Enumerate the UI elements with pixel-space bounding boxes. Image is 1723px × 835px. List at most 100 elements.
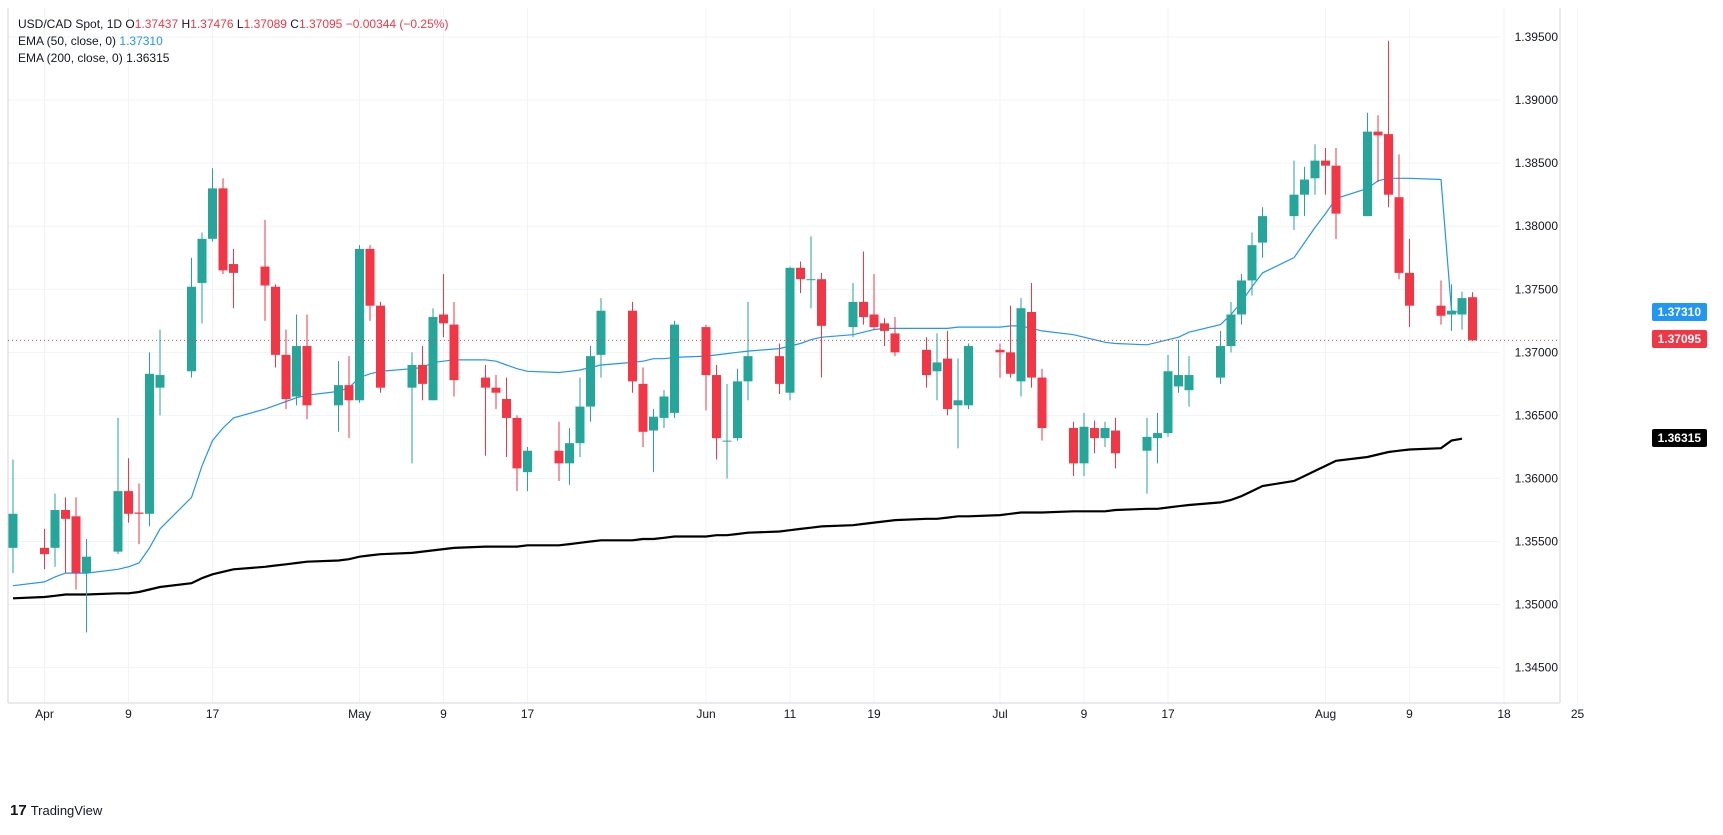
candle	[1142, 417, 1152, 494]
candle	[869, 274, 879, 330]
candle-body	[1405, 272, 1414, 306]
candle	[880, 318, 889, 347]
candle-body	[554, 450, 564, 464]
candle-body	[512, 417, 522, 469]
candle	[1331, 148, 1341, 239]
candle	[61, 497, 70, 574]
tradingview-logo-icon: 17	[10, 802, 27, 819]
candle-body	[638, 383, 648, 432]
candle	[922, 337, 931, 388]
candle-body	[439, 314, 448, 324]
candle	[1174, 339, 1183, 393]
price-axis[interactable]: 1.34500 1.35000 1.35500 1.36000 1.36500 1.370…	[1515, 30, 1559, 675]
candle	[1247, 232, 1257, 296]
legend-ema200-row[interactable]: EMA (200, close, 0) 1.36315	[18, 50, 448, 67]
x-tick-label: 25	[1571, 707, 1585, 721]
candle-body	[1216, 346, 1225, 378]
candle	[722, 383, 732, 479]
candle-body	[712, 375, 721, 439]
candle	[1289, 160, 1299, 230]
candle	[418, 346, 427, 401]
candle	[376, 301, 385, 393]
candle	[670, 320, 679, 418]
candle-body	[1142, 436, 1152, 451]
candle-body	[785, 267, 795, 393]
x-tick-label: 9	[1081, 707, 1088, 721]
candle-body	[271, 286, 280, 355]
x-tick-label: May	[348, 707, 371, 721]
candle	[1006, 305, 1015, 378]
candle-body	[565, 443, 574, 464]
candle-body	[1384, 134, 1393, 195]
candle	[1363, 112, 1372, 217]
candle-body	[187, 286, 196, 372]
candle-body	[1027, 311, 1036, 378]
candle	[701, 324, 711, 411]
candle-body	[344, 385, 354, 401]
y-tick-label: 1.38500	[1515, 156, 1559, 170]
candle	[113, 417, 123, 555]
candle	[1321, 148, 1330, 195]
candles-layer	[8, 40, 1477, 633]
candle-body	[1069, 428, 1078, 464]
candle	[281, 329, 291, 410]
candle	[344, 356, 354, 439]
candle-body	[229, 264, 238, 273]
candle-body	[1447, 310, 1456, 315]
candle	[124, 458, 133, 523]
x-tick-label: Jun	[696, 707, 715, 721]
low-value: 1.37089	[243, 17, 287, 31]
y-tick-label: 1.37500	[1515, 282, 1559, 296]
y-tick-label: 1.38000	[1515, 219, 1559, 233]
x-tick-label: Jul	[992, 707, 1007, 721]
open-value: 1.37437	[134, 17, 179, 31]
candle-body	[1300, 179, 1309, 195]
candle-body	[890, 333, 900, 353]
candle	[575, 377, 585, 458]
last-price-tag: 1.37095	[1651, 330, 1707, 349]
candle	[187, 257, 196, 378]
time-axis[interactable]: Apr 9 17 May 9 17 Jun 11 19 Jul 9 17 Aug 9 18 25	[35, 707, 1584, 721]
candle	[1384, 40, 1393, 208]
candle-body	[953, 400, 963, 406]
candle-body	[1373, 131, 1383, 136]
candle-body	[869, 314, 879, 328]
candle-body	[817, 279, 826, 326]
candle	[1405, 238, 1414, 328]
y-tick-label: 1.35000	[1515, 598, 1559, 612]
candle	[355, 245, 364, 403]
candle-body	[586, 356, 595, 407]
candle	[292, 314, 301, 406]
candle	[439, 274, 448, 338]
candle	[229, 248, 238, 309]
candle-body	[365, 248, 375, 306]
candle	[775, 343, 784, 394]
candle	[932, 333, 942, 401]
candle-body	[40, 547, 49, 555]
candle-body	[1079, 426, 1089, 464]
candle	[1394, 154, 1404, 280]
candle	[218, 178, 228, 275]
candle	[659, 390, 669, 429]
y-tick-label: 1.36500	[1515, 408, 1559, 422]
legend-ema50-row[interactable]: EMA (50, close, 0) 1.37310	[18, 33, 448, 50]
candle-body	[1394, 197, 1404, 273]
x-tick-label: Apr	[35, 707, 54, 721]
tradingview-brand[interactable]: 17 TradingView	[10, 802, 102, 819]
candle-body	[995, 349, 1005, 353]
ema200-price-tag: 1.36315	[1651, 428, 1707, 447]
x-tick-label: 18	[1497, 707, 1511, 721]
candle	[502, 377, 511, 458]
candle	[155, 329, 165, 416]
candle-body	[796, 267, 805, 280]
candle-body	[1237, 280, 1246, 315]
candle-body	[1111, 430, 1120, 454]
candle-body	[722, 440, 732, 442]
candle	[890, 317, 900, 357]
symbol-label: USD/CAD Spot, 1D	[18, 17, 123, 31]
candle	[733, 368, 742, 441]
candle-body	[1174, 375, 1183, 387]
candle	[943, 330, 952, 416]
candle-body	[859, 301, 868, 318]
